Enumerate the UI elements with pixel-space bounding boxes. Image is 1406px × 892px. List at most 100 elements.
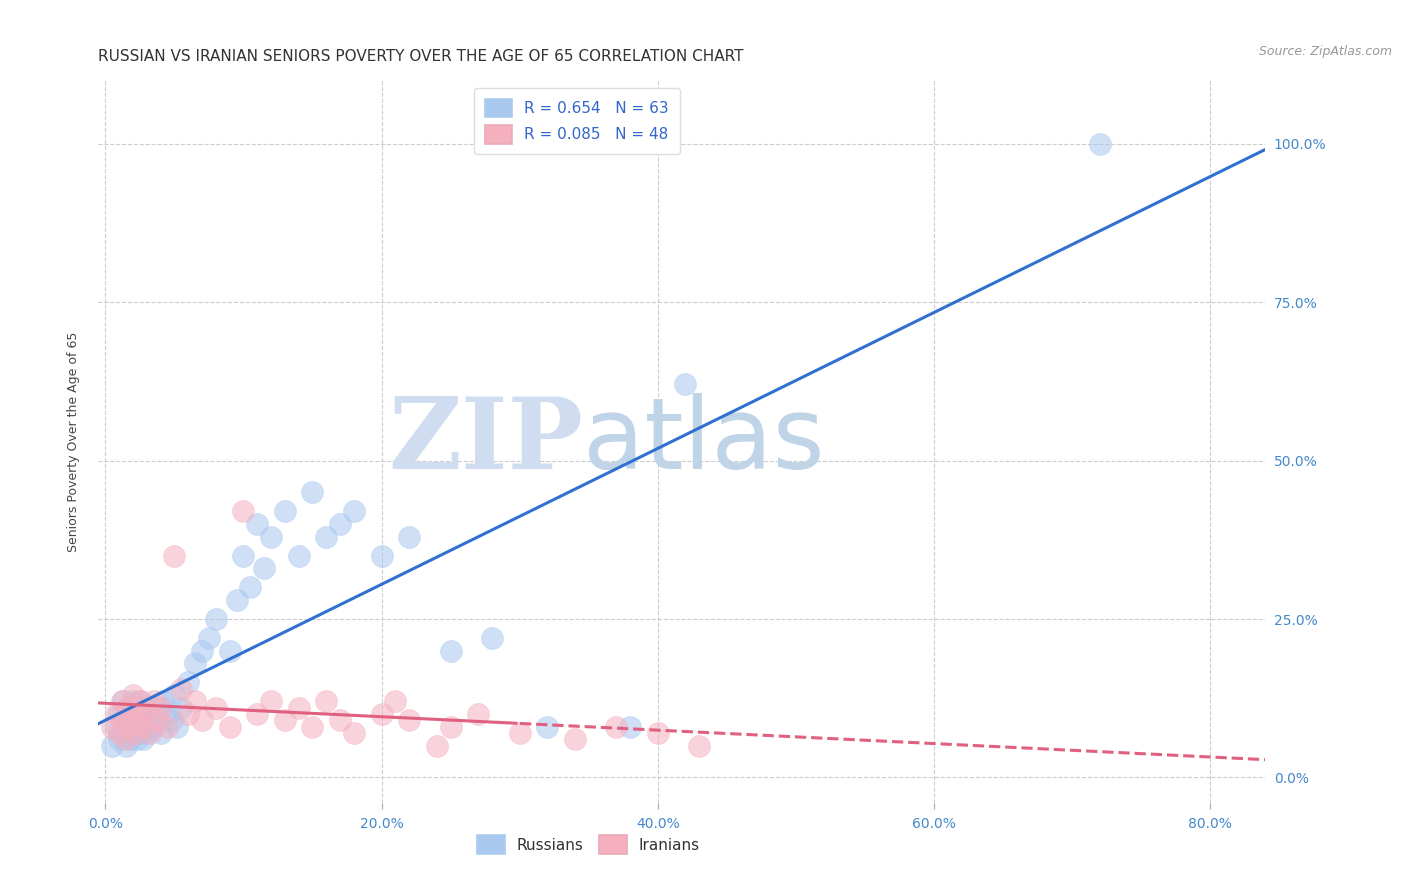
Point <box>163 688 186 702</box>
Point <box>343 726 366 740</box>
Point <box>370 707 392 722</box>
Point <box>301 485 323 500</box>
Point <box>246 707 269 722</box>
Point <box>218 643 240 657</box>
Point <box>132 720 155 734</box>
Point <box>128 726 150 740</box>
Point <box>384 694 406 708</box>
Point <box>343 504 366 518</box>
Point <box>439 643 461 657</box>
Point <box>204 700 226 714</box>
Point <box>619 720 641 734</box>
Point <box>125 720 148 734</box>
Point <box>146 700 169 714</box>
Point <box>122 714 145 728</box>
Point <box>135 726 157 740</box>
Point <box>225 593 247 607</box>
Point <box>170 700 193 714</box>
Point <box>315 694 337 708</box>
Point <box>122 688 145 702</box>
Point <box>1088 136 1111 151</box>
Point <box>398 530 420 544</box>
Point <box>191 643 214 657</box>
Point <box>125 726 148 740</box>
Point <box>129 714 152 728</box>
Point <box>149 700 172 714</box>
Text: ZIP: ZIP <box>388 393 582 490</box>
Legend: Russians, Iranians: Russians, Iranians <box>471 830 706 860</box>
Point <box>132 720 155 734</box>
Point <box>329 714 352 728</box>
Point <box>108 707 131 722</box>
Point <box>246 516 269 531</box>
Point <box>138 726 160 740</box>
Point <box>260 530 283 544</box>
Point <box>135 707 157 722</box>
Text: atlas: atlas <box>582 393 824 490</box>
Point <box>146 714 169 728</box>
Point <box>128 714 150 728</box>
Point <box>117 700 139 714</box>
Point <box>122 726 145 740</box>
Point <box>509 726 531 740</box>
Point <box>127 732 149 747</box>
Point <box>260 694 283 708</box>
Point <box>120 707 142 722</box>
Point <box>127 700 149 714</box>
Point <box>301 720 323 734</box>
Point <box>129 694 152 708</box>
Y-axis label: Seniors Poverty Over the Age of 65: Seniors Poverty Over the Age of 65 <box>67 331 80 552</box>
Point <box>118 700 141 714</box>
Point <box>112 714 135 728</box>
Point <box>163 549 186 563</box>
Point <box>287 549 309 563</box>
Point <box>439 720 461 734</box>
Point <box>152 694 174 708</box>
Point <box>177 675 200 690</box>
Point <box>274 504 297 518</box>
Point <box>239 580 262 594</box>
Point <box>149 726 172 740</box>
Point <box>177 707 200 722</box>
Point <box>132 700 155 714</box>
Point <box>122 707 145 722</box>
Point <box>191 714 214 728</box>
Point <box>688 739 710 753</box>
Point <box>115 714 138 728</box>
Point <box>426 739 449 753</box>
Point <box>184 657 207 671</box>
Point <box>198 631 221 645</box>
Point <box>204 612 226 626</box>
Point <box>184 694 207 708</box>
Point <box>122 694 145 708</box>
Point <box>156 707 179 722</box>
Point <box>218 720 240 734</box>
Point <box>398 714 420 728</box>
Point <box>101 720 124 734</box>
Point <box>115 732 138 747</box>
Point <box>120 720 142 734</box>
Point <box>115 739 138 753</box>
Text: Source: ZipAtlas.com: Source: ZipAtlas.com <box>1258 45 1392 58</box>
Point <box>467 707 489 722</box>
Point <box>138 714 160 728</box>
Point <box>673 377 696 392</box>
Text: RUSSIAN VS IRANIAN SENIORS POVERTY OVER THE AGE OF 65 CORRELATION CHART: RUSSIAN VS IRANIAN SENIORS POVERTY OVER … <box>98 49 744 64</box>
Point <box>108 732 131 747</box>
Point <box>166 720 188 734</box>
Point <box>605 720 627 734</box>
Point <box>105 720 128 734</box>
Point <box>112 694 135 708</box>
Point <box>127 707 149 722</box>
Point <box>647 726 669 740</box>
Point <box>105 707 128 722</box>
Point <box>108 726 131 740</box>
Point <box>128 694 150 708</box>
Point <box>536 720 558 734</box>
Point <box>564 732 586 747</box>
Point <box>120 732 142 747</box>
Point <box>156 720 179 734</box>
Point <box>142 720 165 734</box>
Point <box>232 504 254 518</box>
Point <box>131 732 153 747</box>
